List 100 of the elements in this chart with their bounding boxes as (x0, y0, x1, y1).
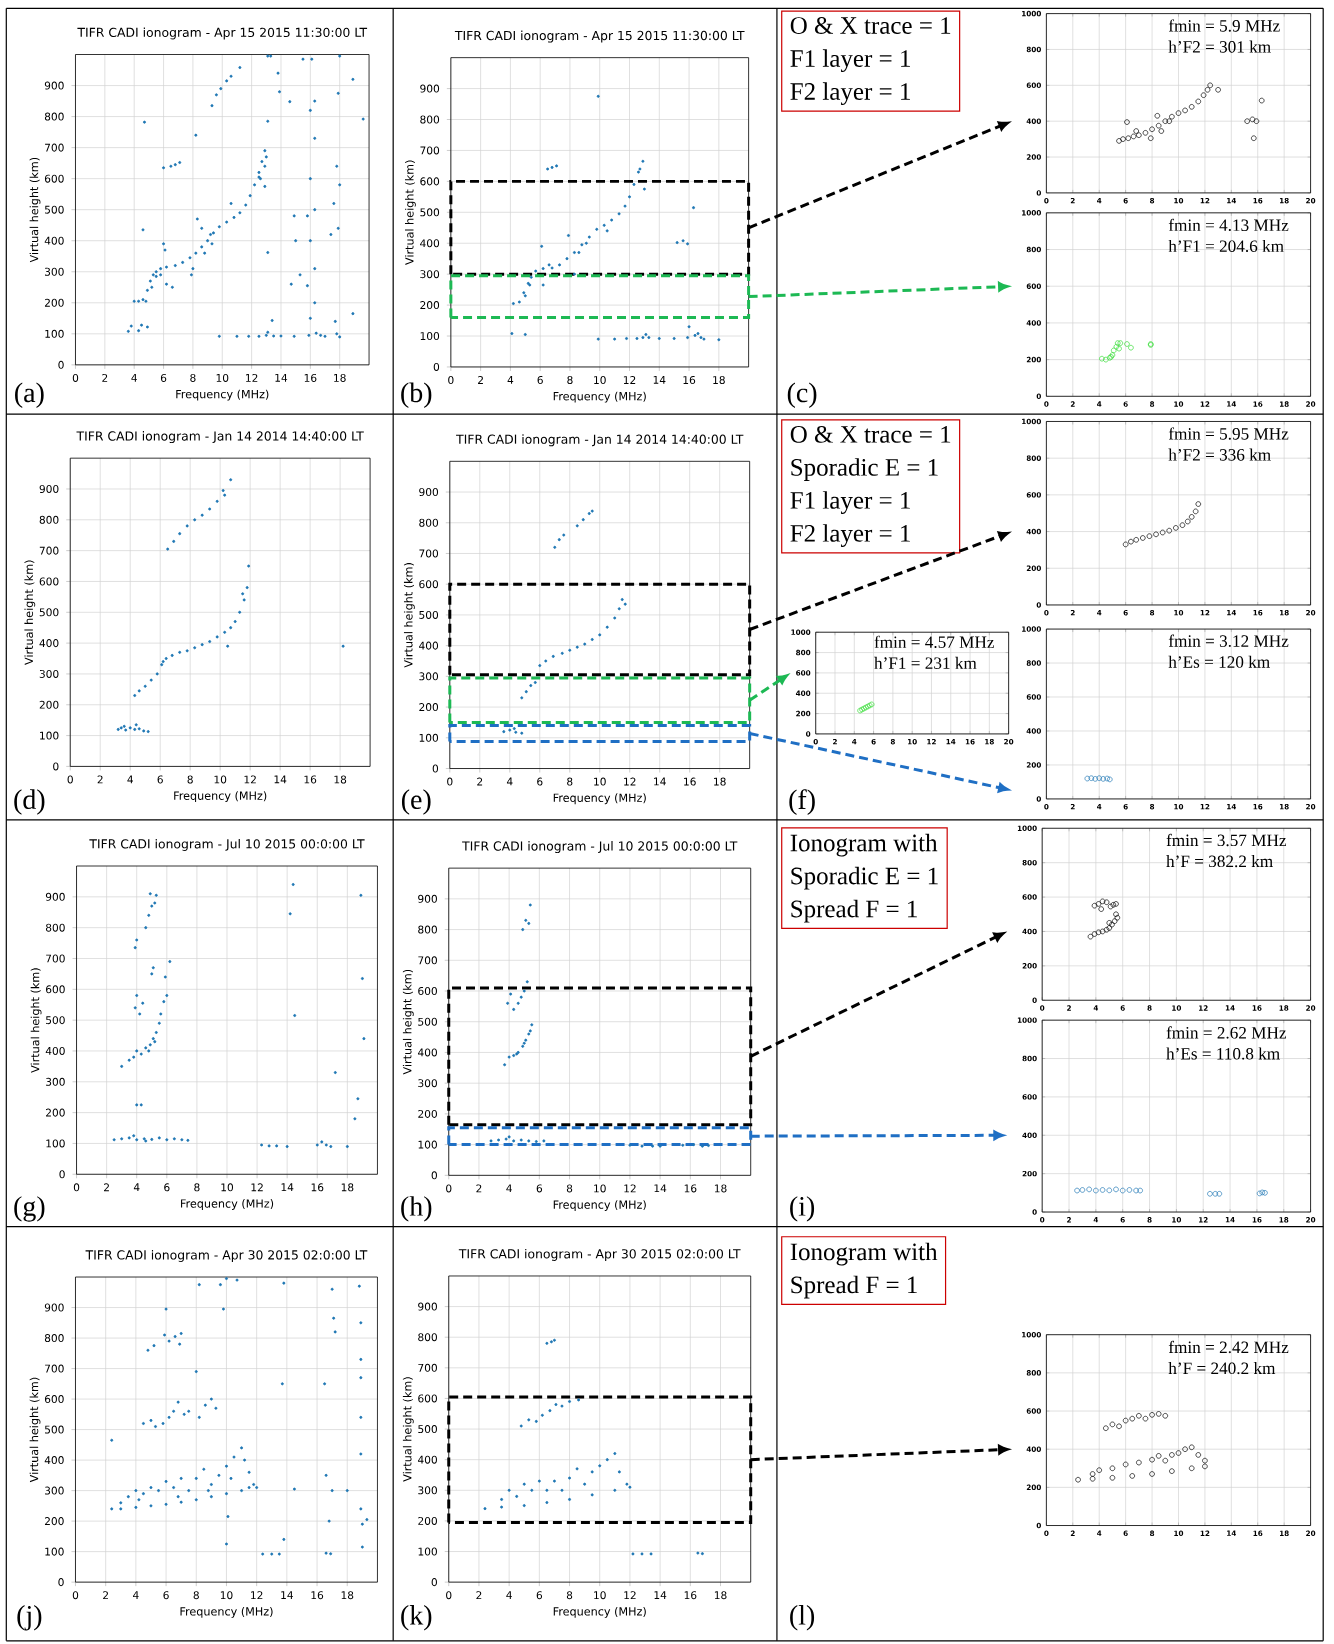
point (699, 336, 703, 340)
point (596, 337, 600, 341)
x-tick-label: 18 (713, 376, 726, 385)
y-tick-label: 500 (39, 608, 59, 617)
y-tick-label: 900 (419, 488, 439, 497)
x-tick-label: 8 (567, 777, 573, 786)
annotation: h’F = 382.2 km (1166, 855, 1274, 868)
point (587, 512, 591, 516)
point (647, 336, 651, 340)
y-tick-label: 800 (418, 1333, 438, 1342)
point (657, 337, 661, 340)
x-tick-label: 16 (683, 376, 696, 385)
point (161, 660, 165, 664)
point (701, 1144, 705, 1148)
x-tick-label: 14 (281, 1591, 294, 1599)
x-tick-label: 12 (244, 775, 257, 784)
text: (k) (401, 1605, 432, 1631)
point (185, 649, 189, 653)
point (555, 164, 559, 168)
point (641, 336, 645, 340)
point (1116, 138, 1122, 144)
point (208, 507, 212, 511)
y-tick-label: 300 (418, 1079, 438, 1088)
y-tick-label: 100 (420, 332, 440, 341)
point (1099, 355, 1105, 362)
x-tick-label: 12 (246, 373, 258, 382)
x-tick-label: 16 (684, 777, 696, 786)
x-tick-label: 0 (448, 376, 454, 385)
x-tick-label: 8 (194, 1183, 200, 1192)
point (533, 681, 537, 684)
y-tick-label: 700 (420, 146, 440, 155)
y-tick-label: 200 (419, 703, 439, 712)
text: Ionogram with (790, 833, 938, 857)
x-tick-label: 6 (536, 1184, 543, 1193)
point (124, 728, 128, 732)
point (529, 275, 533, 279)
point (567, 234, 571, 238)
point (1251, 135, 1257, 141)
chart-title: TIFR CADI ionogram - Apr 15 2015 11:30:00 LT (455, 30, 745, 43)
point (605, 229, 609, 233)
point (605, 1458, 609, 1462)
x-tick-label: 16 (684, 1591, 697, 1600)
point (568, 1400, 572, 1403)
point (590, 1470, 594, 1474)
x-tick-label: 10 (594, 777, 606, 786)
x-tick-label: 10 (216, 373, 229, 382)
point (1189, 1465, 1195, 1472)
point (229, 626, 233, 630)
point (1106, 920, 1113, 926)
x-tick-label: 4 (507, 376, 514, 384)
point (1148, 135, 1154, 141)
point (617, 607, 621, 611)
x-tick-label: 16 (304, 775, 317, 784)
x-tick-label: 12 (624, 777, 636, 786)
point (166, 547, 170, 551)
point (1128, 538, 1134, 545)
point (1100, 898, 1106, 905)
x-axis-title: Frequency (MHz) (181, 1199, 274, 1210)
point (1149, 1456, 1155, 1463)
annotation: fmin = 5.95 MHz (1169, 427, 1289, 440)
point (193, 646, 197, 650)
x-tick-label: 2 (478, 376, 484, 384)
point (686, 336, 690, 340)
point (527, 1032, 531, 1036)
point (247, 564, 251, 568)
point (681, 239, 685, 243)
y-tick-label: 700 (40, 546, 59, 555)
point (1182, 107, 1189, 114)
point (620, 598, 624, 602)
point (1162, 1457, 1169, 1464)
annotation: fmin = 3.57 MHz (1166, 833, 1287, 847)
y-tick-label: 200 (45, 1517, 64, 1526)
annotation: h’F1 = 231 km (874, 656, 977, 669)
point (1091, 902, 1098, 909)
x-tick-label: 6 (161, 373, 167, 382)
y-tick-label: 0 (433, 362, 440, 371)
point (1136, 132, 1142, 138)
x-axis-title: Frequency (MHz) (174, 791, 267, 803)
point (200, 643, 204, 647)
point (500, 1497, 504, 1501)
point (1169, 113, 1175, 120)
point (1113, 901, 1119, 907)
y-tick-label: 600 (46, 985, 65, 994)
point (502, 730, 506, 734)
point (575, 1467, 579, 1471)
point (613, 337, 617, 341)
point (149, 678, 153, 682)
point (1109, 1421, 1116, 1428)
x-tick-label: 8 (193, 1591, 200, 1600)
y-tick-label: 200 (39, 700, 59, 709)
point (693, 333, 697, 337)
y-tick-label: 900 (420, 84, 440, 93)
point (1109, 921, 1115, 928)
x-tick-label: 18 (715, 1591, 727, 1600)
x-tick-label: 6 (536, 1591, 543, 1600)
point (1142, 130, 1149, 136)
point (527, 1418, 531, 1422)
point (545, 1501, 549, 1505)
y-tick-label: 500 (418, 1017, 438, 1026)
point (1116, 345, 1122, 352)
